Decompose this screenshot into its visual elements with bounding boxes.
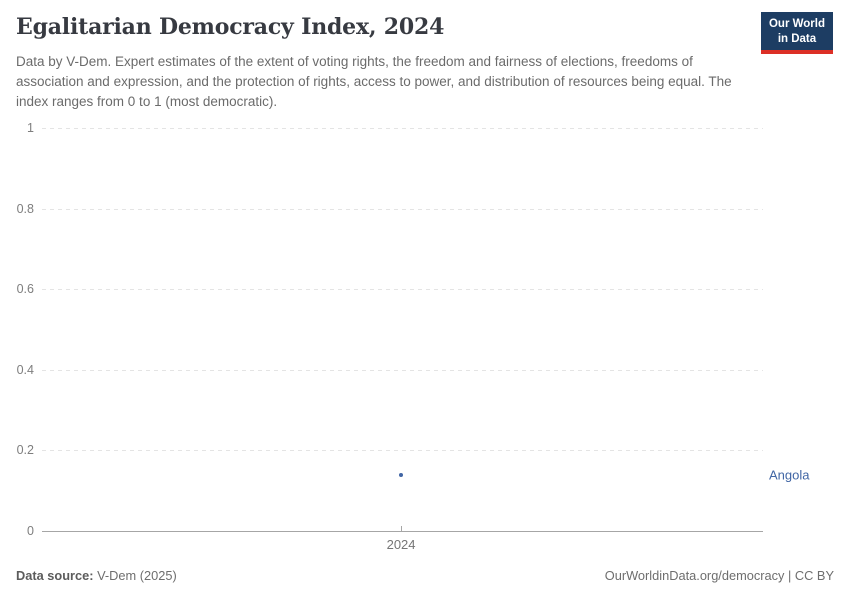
chart-subtitle: Data by V-Dem. Expert estimates of the e… bbox=[16, 54, 732, 109]
y-axis-tick-label: 0.6 bbox=[16, 282, 34, 297]
data-source-label: Data source: bbox=[16, 568, 94, 583]
owid-logo-line1: Our World bbox=[768, 18, 825, 30]
gridline bbox=[42, 289, 763, 291]
y-axis-tick-label: 1 bbox=[27, 121, 34, 135]
plot-area: 2024 Angola 0 0.2 0.4 0.6 0.8 1 bbox=[17, 121, 810, 552]
data-point-angola[interactable] bbox=[399, 472, 404, 477]
y-axis-tick-label: 0 bbox=[27, 524, 34, 538]
owid-logo-line2: in Data bbox=[777, 32, 817, 45]
owid-logo[interactable]: Our World in Data bbox=[760, 12, 833, 54]
gridline bbox=[42, 208, 763, 210]
y-axis-tick-label: 0.2 bbox=[16, 443, 34, 458]
data-source-value: V-Dem (2025) bbox=[93, 568, 177, 583]
gridline bbox=[42, 369, 763, 371]
footer-url-license[interactable]: OurWorldinData.org/democracy | CC BY bbox=[604, 568, 834, 583]
page-title: Egalitarian Democracy Index, 2024 bbox=[16, 14, 445, 40]
entity-label-angola[interactable]: Angola bbox=[769, 467, 810, 483]
x-axis-tick-mark bbox=[401, 526, 403, 531]
data-source-text[interactable]: Data source: V-Dem (2025) bbox=[16, 568, 177, 583]
gridline bbox=[42, 450, 763, 452]
y-axis-tick-label: 0.4 bbox=[16, 362, 34, 377]
gridline bbox=[42, 128, 763, 129]
x-axis-line bbox=[42, 531, 763, 532]
x-axis-tick-label: 2024 bbox=[386, 537, 416, 552]
chart-footer: Data source: V-Dem (2025) OurWorldinData… bbox=[16, 568, 834, 583]
y-axis-tick-label: 0.8 bbox=[16, 201, 34, 216]
